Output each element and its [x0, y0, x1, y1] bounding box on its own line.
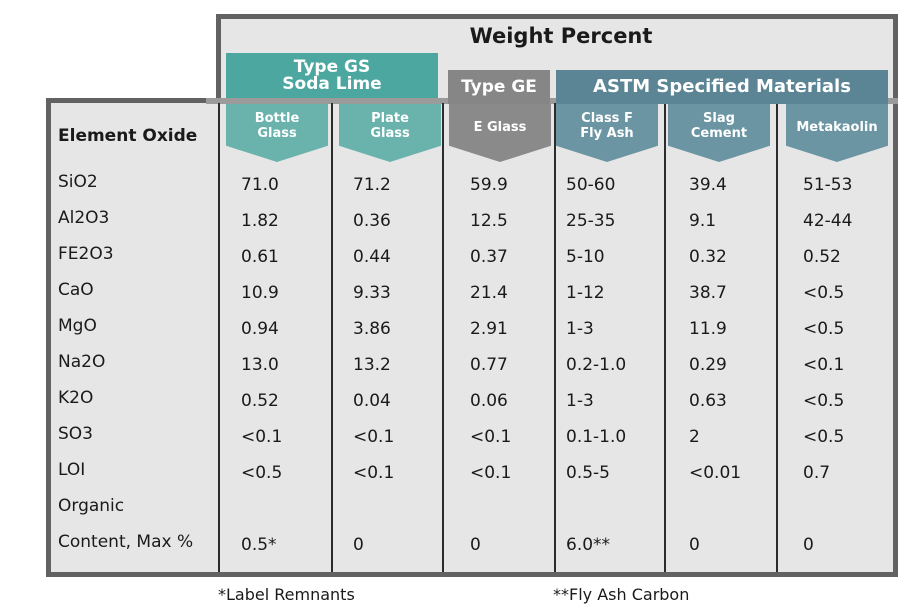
row-label: Na2O: [58, 352, 106, 372]
table-cell: 0: [470, 535, 481, 555]
row-label: CaO: [58, 280, 94, 300]
table-cell: 2.91: [470, 319, 508, 339]
table-cell: <0.5: [803, 283, 845, 303]
column-header-line1: E Glass: [473, 120, 527, 135]
table-cell: 0: [803, 535, 814, 555]
column-divider: [776, 103, 778, 572]
table-cell: 0.04: [353, 391, 391, 411]
table-cell: 38.7: [689, 283, 727, 303]
group-header-type-gs: Type GS Soda Lime: [226, 53, 438, 98]
table-cell: 0.63: [689, 391, 727, 411]
column-header-line2: Fly Ash: [580, 125, 634, 141]
row-label: Organic: [58, 496, 125, 516]
table-cell: <0.1: [241, 427, 283, 447]
table-cell: 51-53: [803, 175, 853, 195]
table-cell: 0.7: [803, 463, 831, 483]
table-cell: 11.9: [689, 319, 727, 339]
table-cell: 0.61: [241, 247, 279, 267]
table-cell: <0.5: [803, 427, 845, 447]
table-cell: 21.4: [470, 283, 508, 303]
table-cell: 0.2-1.0: [566, 355, 627, 375]
table-cell: 3.86: [353, 319, 391, 339]
column-header-line2: Cement: [690, 125, 748, 141]
table-cell: 12.5: [470, 211, 508, 231]
column-divider: [218, 103, 220, 572]
group-header-gs-line1: Type GS: [293, 56, 371, 77]
row-label: MgO: [58, 316, 97, 336]
table-cell: 0.5-5: [566, 463, 610, 483]
table-cell: 0: [689, 535, 700, 555]
table-cell: 2: [689, 427, 700, 447]
table-cell: 0.29: [689, 355, 727, 375]
header-rule: [206, 98, 898, 104]
table-cell: <0.1: [353, 463, 395, 483]
table-cell: <0.1: [803, 355, 845, 375]
table-cell: 0.37: [470, 247, 508, 267]
table-title: Weight Percent: [469, 24, 653, 48]
column-header-line1: Slag: [703, 111, 735, 126]
row-label: SiO2: [58, 172, 98, 192]
table-cell: 50-60: [566, 175, 616, 195]
column-divider: [442, 103, 444, 572]
group-header-type-ge: Type GE: [448, 70, 550, 104]
table-cell: <0.5: [241, 463, 283, 483]
table-cell: <0.1: [470, 463, 512, 483]
table-cell: 9.33: [353, 283, 391, 303]
table-cell: 42-44: [803, 211, 853, 231]
table-cell: <0.01: [689, 463, 742, 483]
table-cell: 0.06: [470, 391, 508, 411]
table-cell: 1-3: [566, 319, 594, 339]
table-cell: 1-12: [566, 283, 605, 303]
table-cell: <0.1: [470, 427, 512, 447]
footnote-label-remnants: *Label Remnants: [218, 585, 355, 604]
table-cell: 0.5*: [241, 535, 277, 555]
table-cell: 0.44: [353, 247, 391, 267]
column-header-line2: Glass: [370, 125, 410, 141]
table-cell: 0.32: [689, 247, 727, 267]
column-header-line1: Plate: [371, 111, 409, 126]
table-cell: 0.1-1.0: [566, 427, 627, 447]
table-cell: 25-35: [566, 211, 616, 231]
table-cell: 1-3: [566, 391, 594, 411]
column-divider: [331, 103, 333, 572]
column-header-line1: Bottle: [254, 111, 300, 126]
row-label: Content, Max %: [58, 532, 194, 552]
table-cell: 71.2: [353, 175, 391, 195]
row-label: LOI: [58, 460, 86, 480]
column-header-line1: Class F: [581, 111, 633, 126]
table-cell: 9.1: [689, 211, 717, 231]
table-cell: 1.82: [241, 211, 279, 231]
column-divider: [664, 103, 666, 572]
table-cell: <0.5: [803, 319, 845, 339]
row-label: FE2O3: [58, 244, 114, 264]
row-label: K2O: [58, 388, 94, 408]
table-cell: 39.4: [689, 175, 727, 195]
group-header-gs-line2: Soda Lime: [282, 73, 382, 94]
table-cell: 13.2: [353, 355, 391, 375]
row-header-label: Element Oxide: [58, 126, 198, 146]
row-label: SO3: [58, 424, 93, 444]
table-cell: 6.0**: [566, 535, 611, 555]
table-cell: <0.5: [803, 391, 845, 411]
table-cell: 59.9: [470, 175, 508, 195]
table-cell: 0.52: [241, 391, 279, 411]
table-main-panel: [46, 98, 898, 577]
column-header-line2: Glass: [257, 125, 297, 141]
table-cell: 71.0: [241, 175, 279, 195]
table-cell: 0.77: [470, 355, 508, 375]
row-label: Al2O3: [58, 208, 110, 228]
column-divider: [554, 103, 556, 572]
table-cell: 0.94: [241, 319, 279, 339]
table-cell: 0: [353, 535, 364, 555]
table-cell: 0.52: [803, 247, 841, 267]
table-cell: <0.1: [353, 427, 395, 447]
group-header-astm: ASTM Specified Materials: [556, 70, 888, 104]
footnote-fly-ash-carbon: **Fly Ash Carbon: [553, 585, 690, 604]
column-header-line1: Metakaolin: [796, 120, 878, 135]
table-cell: 13.0: [241, 355, 279, 375]
table-cell: 5-10: [566, 247, 605, 267]
table-cell: 0.36: [353, 211, 391, 231]
table-cell: 10.9: [241, 283, 279, 303]
